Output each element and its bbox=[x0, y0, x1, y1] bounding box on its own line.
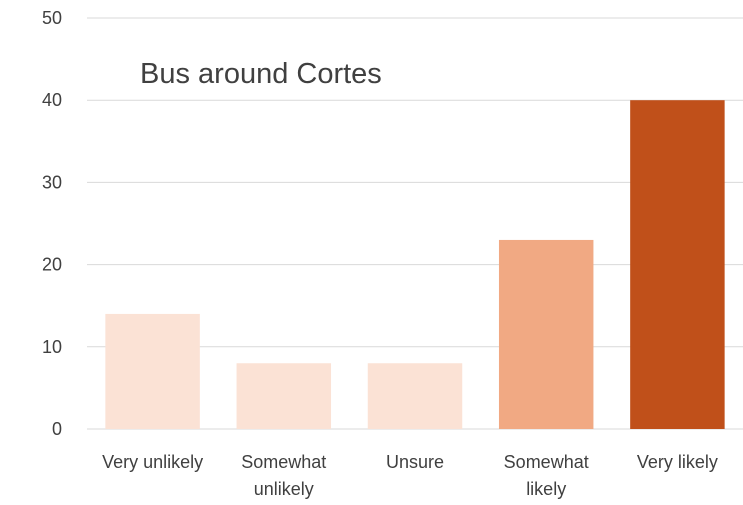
bar bbox=[630, 100, 725, 429]
y-tick-label: 50 bbox=[42, 8, 62, 28]
x-axis-category-labels: Very unlikely Somewhat unlikely Unsure Somew… bbox=[102, 452, 718, 499]
y-tick-label: 20 bbox=[42, 255, 62, 275]
y-tick-label: 40 bbox=[42, 90, 62, 110]
y-axis-tick-labels: 0 10 20 30 40 50 bbox=[42, 8, 62, 439]
x-category-label: Unsure bbox=[386, 452, 444, 472]
y-tick-label: 30 bbox=[42, 172, 62, 192]
chart-title: Bus around Cortes bbox=[140, 58, 382, 90]
x-category-label: Very unlikely bbox=[102, 452, 203, 472]
bars bbox=[105, 100, 725, 429]
y-tick-label: 10 bbox=[42, 337, 62, 357]
x-category-label: Somewhat likely bbox=[504, 452, 589, 499]
bar bbox=[236, 363, 332, 429]
y-tick-label: 0 bbox=[52, 419, 62, 439]
x-category-label: Somewhat unlikely bbox=[241, 452, 326, 499]
bar bbox=[105, 313, 200, 429]
bar bbox=[498, 239, 594, 429]
bar bbox=[367, 363, 463, 429]
x-category-label: Very likely bbox=[637, 452, 718, 472]
